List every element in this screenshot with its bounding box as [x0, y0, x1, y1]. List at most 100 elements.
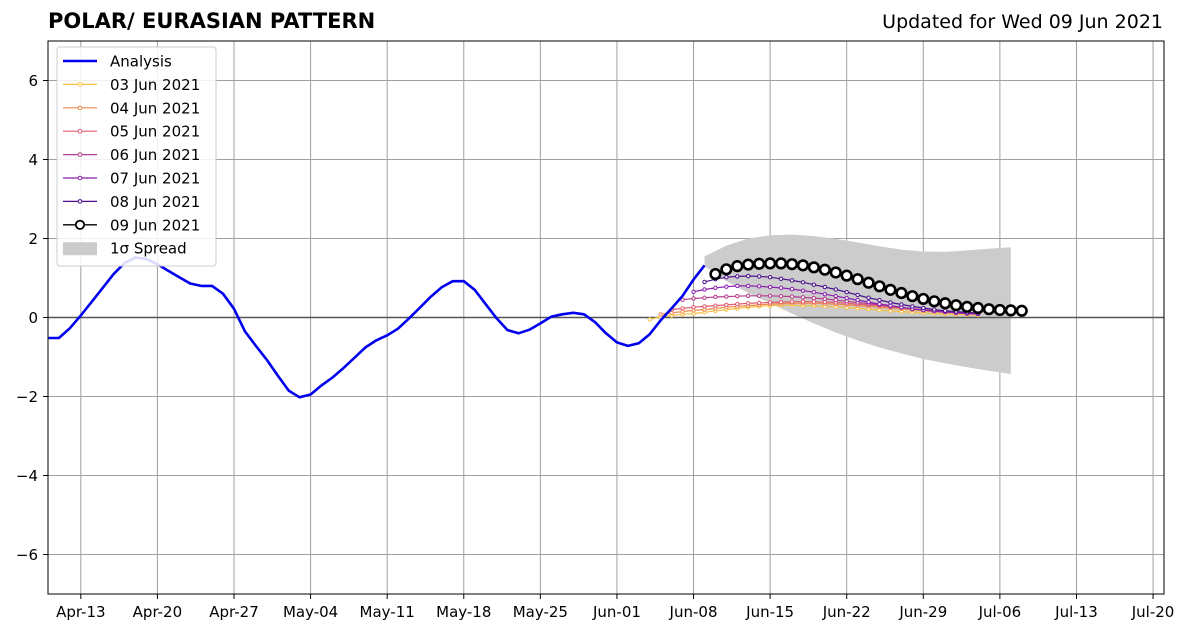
legend-marker [74, 219, 86, 230]
forecast-point [789, 286, 795, 292]
forecast-point [735, 293, 740, 299]
legend-item-4: 06 Jun 2021 [63, 146, 200, 164]
forecast-point [789, 299, 795, 304]
forecast-point [840, 269, 853, 282]
forecast-point [647, 317, 652, 322]
forecast-point [800, 295, 806, 300]
forecast-point [844, 290, 849, 295]
forecast-point [691, 305, 696, 310]
x-tick-label-14: Jul-20 [1131, 603, 1175, 621]
forecast-series-4 [691, 283, 981, 317]
forecast-point [746, 273, 751, 279]
forecast-point [818, 263, 831, 276]
forecast-point [851, 273, 864, 286]
forecast-point [753, 257, 766, 270]
forecast-point [742, 258, 755, 271]
forecast-point [877, 301, 882, 307]
forecast-point [724, 302, 729, 308]
forecast-point [764, 257, 777, 270]
y-tick-label-0: −6 [16, 546, 38, 564]
legend-marker [77, 82, 83, 87]
forecast-point [767, 300, 773, 305]
forecast-point [735, 301, 740, 307]
forecast-point [746, 301, 751, 306]
forecast-point [709, 267, 722, 281]
forecast-point [939, 297, 952, 310]
y-tick-label-1: −4 [16, 467, 38, 485]
legend-box [56, 46, 217, 267]
forecast-point [877, 297, 882, 303]
forecast-point [767, 293, 773, 298]
x-tick-label-12: Jul-06 [978, 603, 1022, 621]
forecast-point [746, 293, 751, 298]
forecast-point [778, 293, 784, 299]
legend-label: 08 Jun 2021 [110, 193, 200, 211]
forecast-point [746, 283, 751, 289]
forecast-point [680, 306, 685, 311]
forecast-point [829, 266, 842, 279]
x-tick-label-11: Jun-29 [898, 603, 947, 621]
forecast-point [800, 288, 806, 293]
legend-item-8: 1σ Spread [63, 240, 187, 258]
x-tick-label-8: Jun-08 [669, 603, 718, 621]
legend-label: 05 Jun 2021 [110, 123, 200, 141]
x-tick-label-3: May-04 [283, 603, 338, 621]
forecast-point [756, 293, 762, 298]
legend-label: 04 Jun 2021 [110, 99, 200, 117]
legend-item-0: Analysis [63, 53, 172, 71]
y-tick-label-3: 0 [28, 309, 38, 327]
forecast-point [866, 299, 871, 305]
legend-label: 06 Jun 2021 [110, 146, 200, 164]
forecast-point [713, 303, 718, 308]
forecast-point [921, 305, 926, 311]
forecast-point [906, 290, 919, 303]
forecast-point [917, 292, 930, 306]
forecast-point [702, 295, 707, 300]
forecast-point [811, 299, 817, 304]
forecast-point [778, 299, 784, 305]
forecast-point [811, 282, 817, 287]
legend-label: 09 Jun 2021 [110, 216, 200, 234]
x-tick-label-13: Jul-13 [1054, 603, 1098, 621]
forecast-point [796, 259, 810, 272]
forecast-point [873, 280, 886, 293]
legend-item-7: 09 Jun 2021 [63, 216, 200, 234]
y-tick-label-5: 4 [28, 151, 38, 169]
forecast-point [811, 290, 817, 295]
forecast-point [800, 299, 806, 304]
y-tick-label-4: 2 [28, 230, 38, 248]
forecast-point [800, 280, 806, 285]
forecast-point [767, 284, 773, 290]
forecast-point [928, 295, 941, 308]
legend-item-1: 03 Jun 2021 [63, 76, 200, 94]
forecast-point [691, 289, 696, 295]
x-tick-label-10: Jun-22 [822, 603, 871, 621]
forecast-point [778, 276, 784, 281]
forecast-point [855, 292, 860, 298]
legend-label: 07 Jun 2021 [110, 170, 200, 188]
forecast-point [833, 287, 838, 292]
x-tick-label-2: Apr-27 [209, 603, 259, 621]
forecast-point [1004, 304, 1017, 317]
forecast-point [774, 257, 788, 270]
legend-label: 1σ Spread [110, 240, 187, 258]
y-tick-label-6: 6 [28, 72, 38, 90]
legend-item-2: 04 Jun 2021 [63, 99, 200, 117]
forecast-point [756, 274, 762, 279]
forecast-point [822, 284, 828, 290]
x-ticks: Apr-13 Apr-20 Apr-27 May-04 May-11 May-18 May-… [56, 594, 1174, 621]
y-tick-label-2: −2 [16, 388, 38, 406]
x-tick-label-0: Apr-13 [56, 603, 106, 621]
forecast-point [844, 295, 849, 301]
x-tick-label-6: May-25 [513, 603, 568, 621]
forecast-lines [647, 257, 1028, 322]
forecast-point [1015, 304, 1028, 317]
forecast-point [895, 286, 908, 300]
forecast-point [767, 275, 773, 280]
forecast-point [822, 291, 828, 297]
chart-title: POLAR/ EURASIAN PATTERN [48, 9, 376, 33]
forecast-point [855, 297, 860, 303]
forecast-point [993, 303, 1006, 317]
legend: Analysis 03 Jun 2021 04 Jun 2021 05 Jun 202… [56, 46, 217, 267]
forecast-point [702, 279, 707, 285]
